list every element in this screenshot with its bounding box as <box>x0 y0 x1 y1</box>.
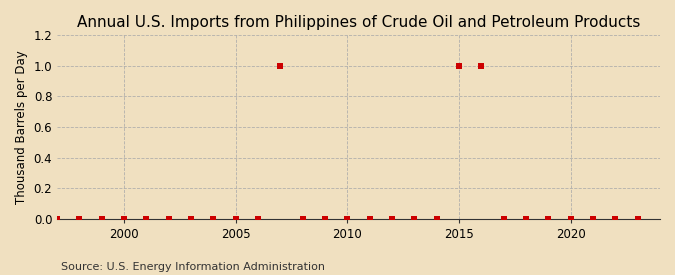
Point <box>387 216 398 221</box>
Point <box>454 64 464 68</box>
Point <box>342 216 353 221</box>
Point <box>588 216 599 221</box>
Point <box>632 216 643 221</box>
Point <box>141 216 152 221</box>
Point <box>543 216 554 221</box>
Point <box>52 216 63 221</box>
Point <box>320 216 331 221</box>
Point <box>431 216 442 221</box>
Point <box>230 216 241 221</box>
Point <box>163 216 174 221</box>
Point <box>610 216 621 221</box>
Point <box>409 216 420 221</box>
Point <box>252 216 263 221</box>
Point <box>476 64 487 68</box>
Point <box>565 216 576 221</box>
Point <box>74 216 85 221</box>
Point <box>298 216 308 221</box>
Text: Source: U.S. Energy Information Administration: Source: U.S. Energy Information Administ… <box>61 262 325 272</box>
Point <box>364 216 375 221</box>
Point <box>186 216 196 221</box>
Point <box>498 216 509 221</box>
Point <box>275 64 286 68</box>
Point <box>208 216 219 221</box>
Point <box>520 216 531 221</box>
Title: Annual U.S. Imports from Philippines of Crude Oil and Petroleum Products: Annual U.S. Imports from Philippines of … <box>77 15 641 30</box>
Point <box>97 216 107 221</box>
Point <box>119 216 130 221</box>
Y-axis label: Thousand Barrels per Day: Thousand Barrels per Day <box>15 50 28 204</box>
